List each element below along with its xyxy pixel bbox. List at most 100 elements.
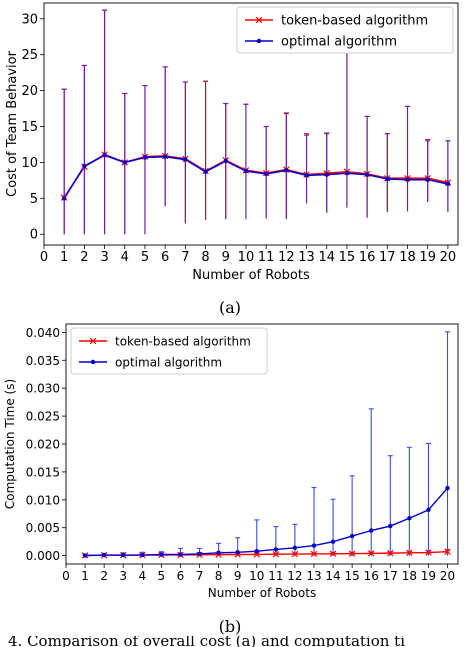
x-tick-label: 1 <box>60 250 68 265</box>
data-point-dot-marker <box>445 485 450 491</box>
x-tick-label: 16 <box>364 569 379 583</box>
data-point-dot-marker <box>324 172 329 177</box>
y-tick-label: 0 <box>30 228 38 243</box>
data-point-dot-marker <box>122 160 127 165</box>
y-tick-label: 5 <box>30 192 38 207</box>
data-point-x-marker <box>291 550 299 558</box>
y-tick-label: 0.030 <box>26 382 60 396</box>
x-tick-label: 18 <box>402 569 417 583</box>
data-point-dot-marker <box>243 168 249 174</box>
y-tick-label: 0.025 <box>26 410 60 424</box>
y-tick-label: 0.000 <box>26 549 60 563</box>
x-tick-label: 19 <box>421 569 436 583</box>
x-tick-label: 16 <box>359 250 376 265</box>
x-tick-label: 17 <box>383 569 398 583</box>
data-point-dot-marker <box>162 154 168 159</box>
x-tick-label: 9 <box>234 569 242 583</box>
chart-cost-of-team-behavior: 0 1 2 3 4 5 6 7 8 9 10 11 12 13 14 15 16 17 18 19 2005101520… <box>5 2 459 317</box>
x-tick-label: 13 <box>306 569 321 583</box>
data-point-dot-marker <box>273 547 279 552</box>
data-point-x-marker <box>367 550 375 557</box>
x-tick-label: 12 <box>278 250 295 265</box>
data-point-dot-marker <box>101 552 107 558</box>
data-point-x-marker <box>425 549 432 556</box>
data-point-dot-marker <box>349 533 355 539</box>
data-point-dot-marker <box>330 539 336 544</box>
x-tick-label: 3 <box>119 569 127 583</box>
data-point-x-marker <box>387 549 394 557</box>
data-point-dot-marker <box>292 545 298 551</box>
x-tick-label: 19 <box>419 250 436 265</box>
x-tick-label: 11 <box>258 250 275 265</box>
x-tick-label: 5 <box>158 569 166 583</box>
x-tick-label: 11 <box>268 569 283 583</box>
data-point-dot-marker <box>426 507 431 513</box>
legend: token-based algorithm optimal algorithm <box>236 6 454 54</box>
y-tick-label: 15 <box>21 120 38 135</box>
x-tick-label: 0 <box>40 250 48 265</box>
data-point-dot-marker <box>82 163 87 169</box>
y-tick-label: 0.015 <box>26 465 60 479</box>
y-tick-label: 25 <box>21 48 38 63</box>
data-point-dot-marker <box>61 196 67 201</box>
data-point-dot-marker <box>263 171 269 177</box>
x-axis-label: Number of Robots <box>192 268 310 283</box>
data-point-dot-marker <box>203 169 208 174</box>
y-tick-label: 0.035 <box>26 354 60 368</box>
data-point-dot-marker <box>140 552 145 558</box>
legend: token-based algorithm optimal algorithm <box>70 327 268 375</box>
x-tick-label: 15 <box>344 569 359 583</box>
y-tick-label: 0.040 <box>26 326 60 340</box>
data-point-dot-marker <box>197 551 202 557</box>
x-tick-label: 2 <box>100 569 108 583</box>
data-point-dot-marker <box>425 177 430 182</box>
x-tick-label: 1 <box>81 569 89 583</box>
x-tick-label: 14 <box>318 250 335 265</box>
data-point-dot-marker <box>311 543 317 548</box>
data-point-dot-marker <box>304 173 309 178</box>
data-point-dot-marker <box>254 548 259 554</box>
data-point-dot-marker <box>405 177 410 182</box>
legend-dot-marker <box>90 359 96 365</box>
y-axis-label: Cost of Team Behavior <box>5 50 20 197</box>
y-tick-label: 0.020 <box>26 438 60 452</box>
data-point-dot-marker <box>344 170 350 176</box>
data-point-dot-marker <box>388 523 393 529</box>
x-tick-label: 15 <box>339 250 356 265</box>
data-point-dot-marker <box>223 158 228 164</box>
data-point-dot-marker <box>385 176 390 182</box>
x-tick-label: 10 <box>249 569 264 583</box>
legend-label: token-based algorithm <box>281 14 428 29</box>
data-point-dot-marker <box>159 552 164 557</box>
series-optimal <box>82 331 451 556</box>
legend-label: optimal algorithm <box>281 35 397 50</box>
data-point-dot-marker <box>235 550 240 555</box>
subfigure-caption: (a) <box>219 298 241 317</box>
x-tick-label: 20 <box>440 569 455 583</box>
y-tick-label: 0.010 <box>26 493 60 507</box>
legend-dot-marker <box>256 38 262 44</box>
x-tick-label: 8 <box>215 569 223 583</box>
x-tick-label: 3 <box>100 250 108 265</box>
x-tick-label: 17 <box>379 250 396 265</box>
figure-caption-partial: 4. Comparison of overall cost (a) and co… <box>8 636 406 647</box>
data-point-x-marker <box>444 548 451 555</box>
data-point-dot-marker <box>364 172 370 177</box>
x-tick-label: 20 <box>440 250 457 265</box>
x-tick-label: 2 <box>80 250 88 265</box>
y-axis-label: Computation Time (s) <box>3 379 17 509</box>
x-tick-label: 14 <box>325 569 340 583</box>
data-point-dot-marker <box>216 550 221 556</box>
y-tick-label: 10 <box>21 156 38 171</box>
x-tick-label: 18 <box>399 250 416 265</box>
x-tick-label: 0 <box>62 569 70 583</box>
data-point-dot-marker <box>284 168 289 173</box>
data-point-x-marker <box>272 551 280 558</box>
data-point-dot-marker <box>178 552 183 557</box>
x-tick-label: 5 <box>141 250 149 265</box>
data-point-dot-marker <box>121 552 126 558</box>
chart-computation-time: 0 1 2 3 4 5 6 7 8 9 10 11 12 13 14 15 16 17 18 19 200.0000.0… <box>3 323 459 636</box>
x-tick-label: 10 <box>238 250 255 265</box>
series-line-optimal <box>63 154 449 199</box>
data-point-dot-marker <box>369 528 374 533</box>
